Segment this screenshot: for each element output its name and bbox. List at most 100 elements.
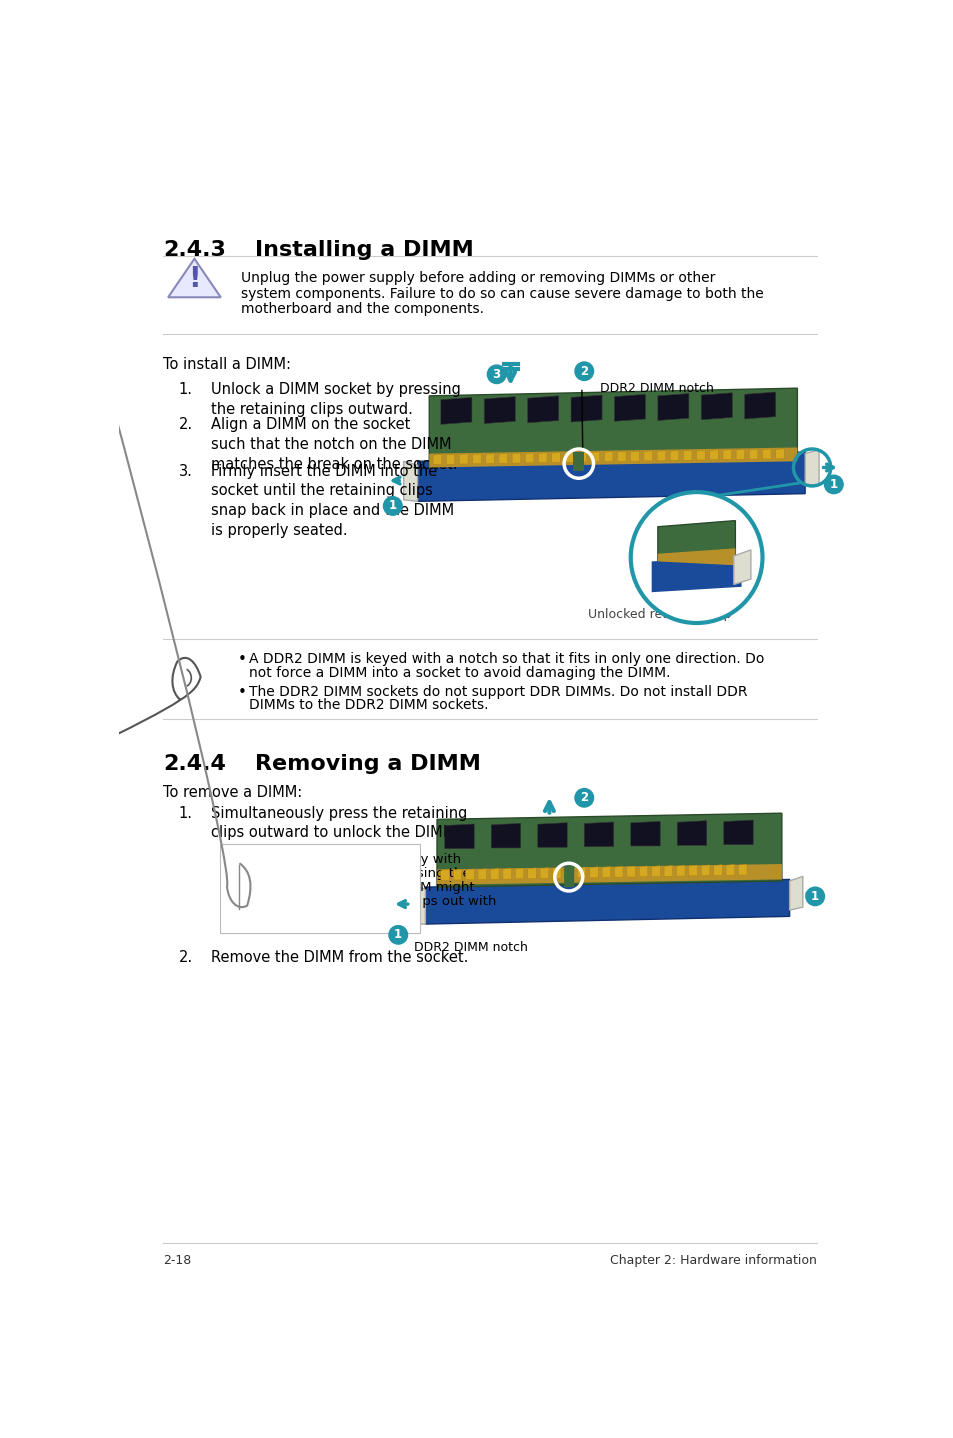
Text: 2-18: 2-18 (163, 1254, 192, 1267)
Polygon shape (552, 867, 560, 879)
Text: Unlock a DIMM socket by pressing
the retaining clips outward.: Unlock a DIMM socket by pressing the ret… (211, 383, 460, 417)
Polygon shape (551, 453, 559, 463)
Polygon shape (444, 824, 474, 848)
Polygon shape (433, 454, 441, 464)
Text: 2: 2 (579, 365, 588, 378)
Text: Installing a DIMM: Installing a DIMM (254, 240, 473, 260)
Polygon shape (614, 394, 645, 421)
Polygon shape (515, 869, 523, 879)
Text: Remove the DIMM from the socket.: Remove the DIMM from the socket. (211, 951, 468, 965)
Text: DDR2 DIMM notch: DDR2 DIMM notch (414, 940, 527, 953)
Text: 2.4.4: 2.4.4 (163, 754, 226, 774)
Polygon shape (446, 454, 455, 464)
Text: Chapter 2: Hardware information: Chapter 2: Hardware information (609, 1254, 816, 1267)
Text: DDR2 DIMM notch: DDR2 DIMM notch (599, 383, 713, 395)
Polygon shape (804, 450, 819, 486)
Text: extra force.: extra force. (262, 909, 339, 922)
Text: Removing a DIMM: Removing a DIMM (254, 754, 480, 774)
Polygon shape (748, 449, 757, 459)
Polygon shape (709, 450, 718, 460)
Text: get damaged when it flips out with: get damaged when it flips out with (262, 894, 496, 907)
Text: Support the DIMM lightly with: Support the DIMM lightly with (262, 853, 460, 866)
Text: Unplug the power supply before adding or removing DIMMs or other: Unplug the power supply before adding or… (241, 272, 715, 285)
Polygon shape (472, 454, 480, 463)
Polygon shape (429, 447, 797, 467)
Polygon shape (583, 823, 613, 847)
Polygon shape (670, 450, 679, 460)
Text: 2: 2 (579, 791, 588, 804)
Polygon shape (490, 869, 498, 879)
Text: 1: 1 (394, 929, 402, 942)
Polygon shape (725, 864, 734, 876)
Polygon shape (775, 449, 783, 459)
Text: To remove a DIMM:: To remove a DIMM: (163, 785, 302, 800)
Polygon shape (617, 452, 625, 462)
Circle shape (487, 365, 505, 384)
Polygon shape (403, 462, 417, 502)
Polygon shape (564, 867, 573, 879)
Polygon shape (658, 548, 735, 565)
Polygon shape (722, 450, 731, 460)
Polygon shape (713, 864, 721, 876)
Text: The DDR2 DIMM sockets do not support DDR DIMMs. Do not install DDR: The DDR2 DIMM sockets do not support DDR… (249, 684, 747, 699)
Polygon shape (440, 397, 472, 424)
Polygon shape (465, 869, 474, 880)
Polygon shape (604, 452, 612, 462)
Polygon shape (417, 452, 804, 502)
Circle shape (389, 926, 407, 945)
Polygon shape (577, 867, 585, 877)
Text: 1: 1 (389, 499, 396, 512)
Polygon shape (436, 814, 781, 887)
Polygon shape (700, 864, 709, 876)
Text: Firmly insert the DIMM into the
socket until the retaining clips
snap back in pl: Firmly insert the DIMM into the socket u… (211, 463, 454, 538)
Text: 1: 1 (810, 890, 819, 903)
FancyBboxPatch shape (220, 844, 419, 933)
Text: system components. Failure to do so can cause severe damage to both the: system components. Failure to do so can … (241, 286, 762, 301)
Polygon shape (168, 259, 220, 298)
Text: DIMMs to the DDR2 DIMM sockets.: DIMMs to the DDR2 DIMM sockets. (249, 699, 489, 712)
Polygon shape (453, 869, 461, 880)
Polygon shape (564, 452, 573, 462)
Polygon shape (525, 453, 534, 463)
Polygon shape (761, 449, 770, 459)
Polygon shape (657, 450, 665, 460)
Polygon shape (677, 821, 706, 846)
Text: 2.: 2. (179, 951, 193, 965)
Circle shape (575, 362, 593, 381)
Polygon shape (589, 867, 598, 877)
Circle shape (630, 492, 761, 623)
Polygon shape (527, 395, 558, 423)
Polygon shape (688, 866, 697, 876)
Polygon shape (639, 866, 647, 877)
Polygon shape (477, 869, 486, 880)
Polygon shape (700, 393, 732, 420)
Circle shape (805, 887, 823, 906)
Polygon shape (676, 866, 684, 876)
Polygon shape (484, 397, 515, 424)
Polygon shape (571, 395, 601, 421)
Polygon shape (527, 869, 536, 879)
Polygon shape (738, 864, 746, 874)
Polygon shape (651, 557, 740, 592)
Polygon shape (485, 453, 494, 463)
Polygon shape (696, 450, 704, 460)
Polygon shape (630, 821, 659, 846)
Polygon shape (578, 452, 586, 462)
Text: motherboard and the components.: motherboard and the components. (241, 302, 483, 316)
Polygon shape (573, 452, 583, 470)
Polygon shape (591, 452, 599, 462)
Polygon shape (539, 867, 548, 879)
Polygon shape (736, 449, 744, 459)
Polygon shape (658, 521, 735, 565)
Polygon shape (658, 394, 688, 420)
Text: retaining clips. The DIMM might: retaining clips. The DIMM might (262, 881, 474, 894)
Polygon shape (682, 450, 691, 460)
Polygon shape (630, 452, 639, 462)
Polygon shape (498, 453, 507, 463)
Polygon shape (429, 388, 797, 464)
Polygon shape (412, 884, 425, 925)
Text: 2.: 2. (179, 417, 193, 433)
Polygon shape (459, 454, 468, 464)
Polygon shape (663, 866, 672, 876)
Polygon shape (425, 880, 789, 925)
